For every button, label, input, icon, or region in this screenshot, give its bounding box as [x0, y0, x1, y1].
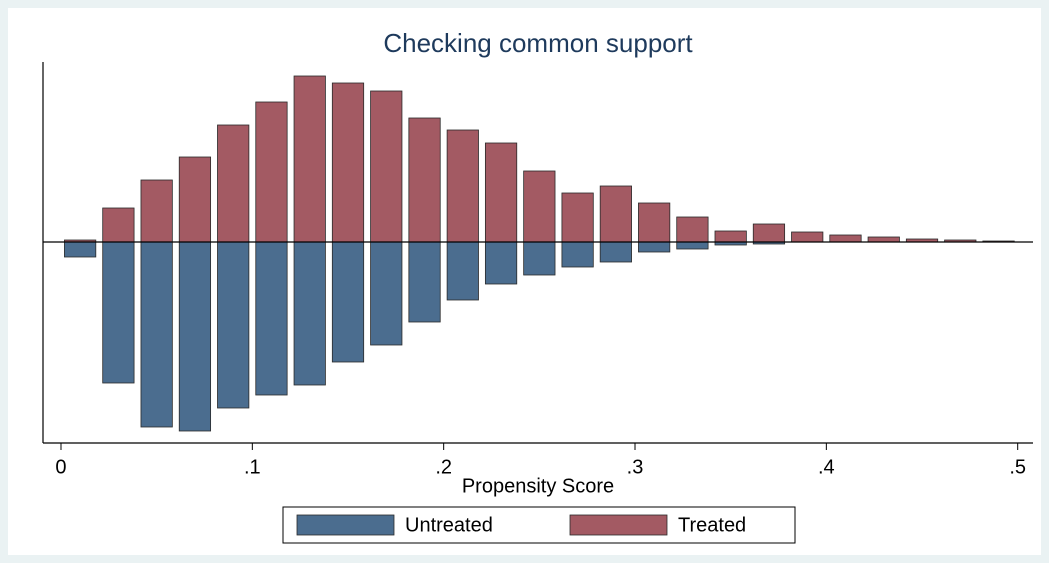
- x-tick-label: .4: [818, 456, 835, 478]
- bar: [676, 216, 709, 243]
- bar: [599, 185, 632, 243]
- bar: [867, 236, 900, 243]
- bar: [370, 90, 403, 243]
- chart-title: Checking common support: [383, 28, 693, 58]
- legend-swatch: [569, 514, 668, 536]
- bar: [599, 241, 632, 263]
- x-tick-label: .3: [627, 456, 644, 478]
- bar: [102, 207, 135, 243]
- bar: [638, 241, 671, 253]
- x-tick-label: .1: [244, 456, 261, 478]
- bar: [676, 241, 709, 250]
- bar: [64, 241, 97, 258]
- bar: [370, 241, 403, 346]
- bar: [638, 202, 671, 243]
- bar: [446, 241, 479, 301]
- x-tick-label: .5: [1009, 456, 1026, 478]
- bar: [484, 142, 518, 243]
- bar: [446, 129, 479, 243]
- bar: [523, 170, 556, 243]
- bar: [561, 192, 594, 243]
- legend-label: Untreated: [405, 514, 493, 536]
- bar: [178, 241, 212, 432]
- x-axis-label: Propensity Score: [462, 475, 614, 497]
- bar: [752, 223, 786, 243]
- x-tick-label: .2: [435, 456, 452, 478]
- bar: [561, 241, 594, 268]
- bar: [293, 241, 326, 386]
- bar: [331, 82, 365, 243]
- bar: [829, 234, 862, 243]
- bar: [408, 241, 441, 323]
- bar: [217, 241, 250, 409]
- bar: [331, 241, 365, 363]
- bar: [523, 241, 556, 276]
- bar: [791, 231, 824, 243]
- x-tick-label: 0: [55, 456, 66, 478]
- bar: [178, 156, 212, 243]
- bar: [408, 117, 441, 243]
- bar: [293, 75, 326, 243]
- legend-swatch: [296, 514, 395, 536]
- bar: [102, 241, 135, 384]
- bar: [255, 101, 288, 243]
- bar: [714, 230, 747, 243]
- bar: [484, 241, 518, 285]
- bar: [255, 241, 288, 396]
- bar: [217, 124, 250, 243]
- legend-label: Treated: [678, 514, 746, 536]
- bar: [140, 241, 173, 428]
- bar: [140, 179, 173, 243]
